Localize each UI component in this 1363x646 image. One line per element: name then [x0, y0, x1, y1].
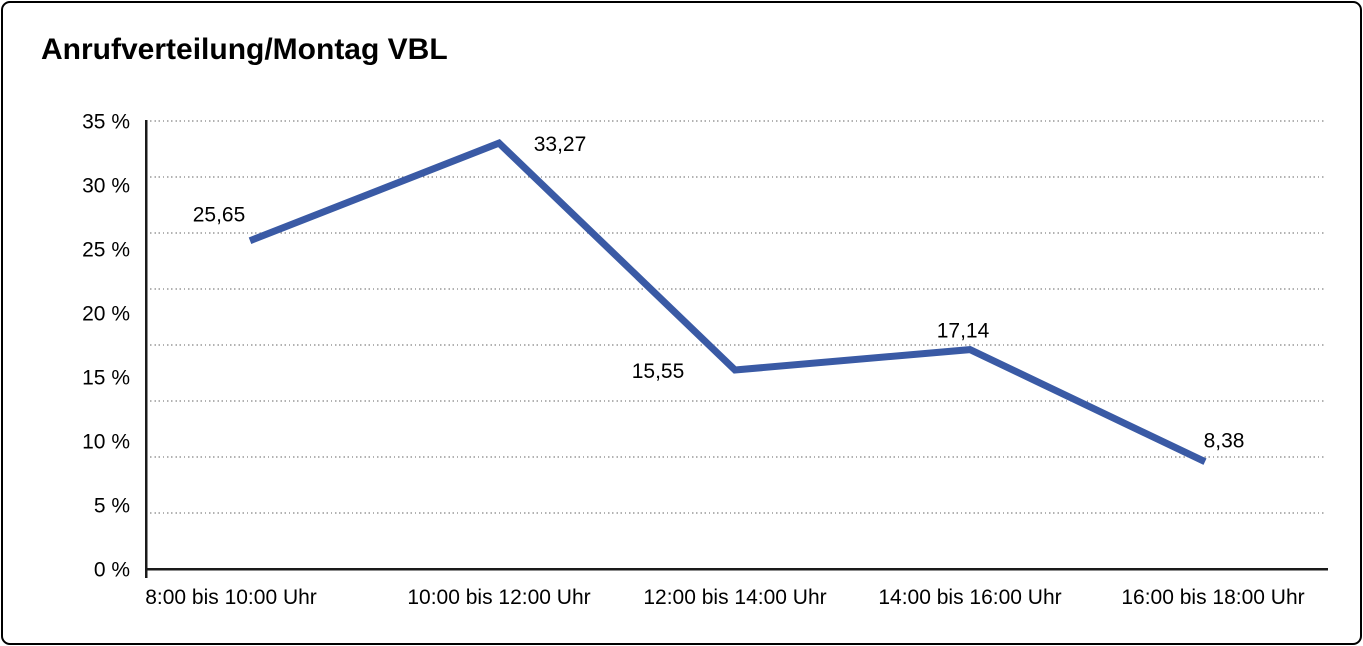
data-point-label: 33,27: [534, 133, 587, 156]
y-tick-label: 15 %: [82, 367, 130, 390]
data-point-label: 25,65: [193, 204, 246, 227]
y-tick-label: 25 %: [82, 239, 130, 262]
data-point-label: 17,14: [937, 320, 990, 343]
y-tick-label: 0 %: [94, 559, 130, 582]
x-category-label: 16:00 bis 18:00 Uhr: [1121, 586, 1304, 609]
y-tick-label: 20 %: [82, 303, 130, 326]
x-category-label: 14:00 bis 16:00 Uhr: [878, 586, 1061, 609]
y-tick-label: 30 %: [82, 175, 130, 198]
data-point-label: 8,38: [1204, 430, 1245, 453]
series-line: [248, 139, 1207, 465]
y-tick-label: 10 %: [82, 431, 130, 454]
y-tick-label: 5 %: [94, 495, 130, 518]
data-point-label: 15,55: [632, 360, 685, 383]
x-category-label: 12:00 bis 14:00 Uhr: [643, 586, 826, 609]
line-chart: 0 % 5 % 10 % 15 % 20 % 25 % 30 % 35 % 8:00 bis 1…: [82, 111, 1328, 609]
chart-title: Anrufverteilung/Montag VBL: [41, 33, 448, 66]
x-category-label: 8:00 bis 10:00 Uhr: [145, 586, 317, 609]
x-category-label: 10:00 bis 12:00 Uhr: [407, 586, 590, 609]
y-tick-label: 35 %: [82, 111, 130, 134]
